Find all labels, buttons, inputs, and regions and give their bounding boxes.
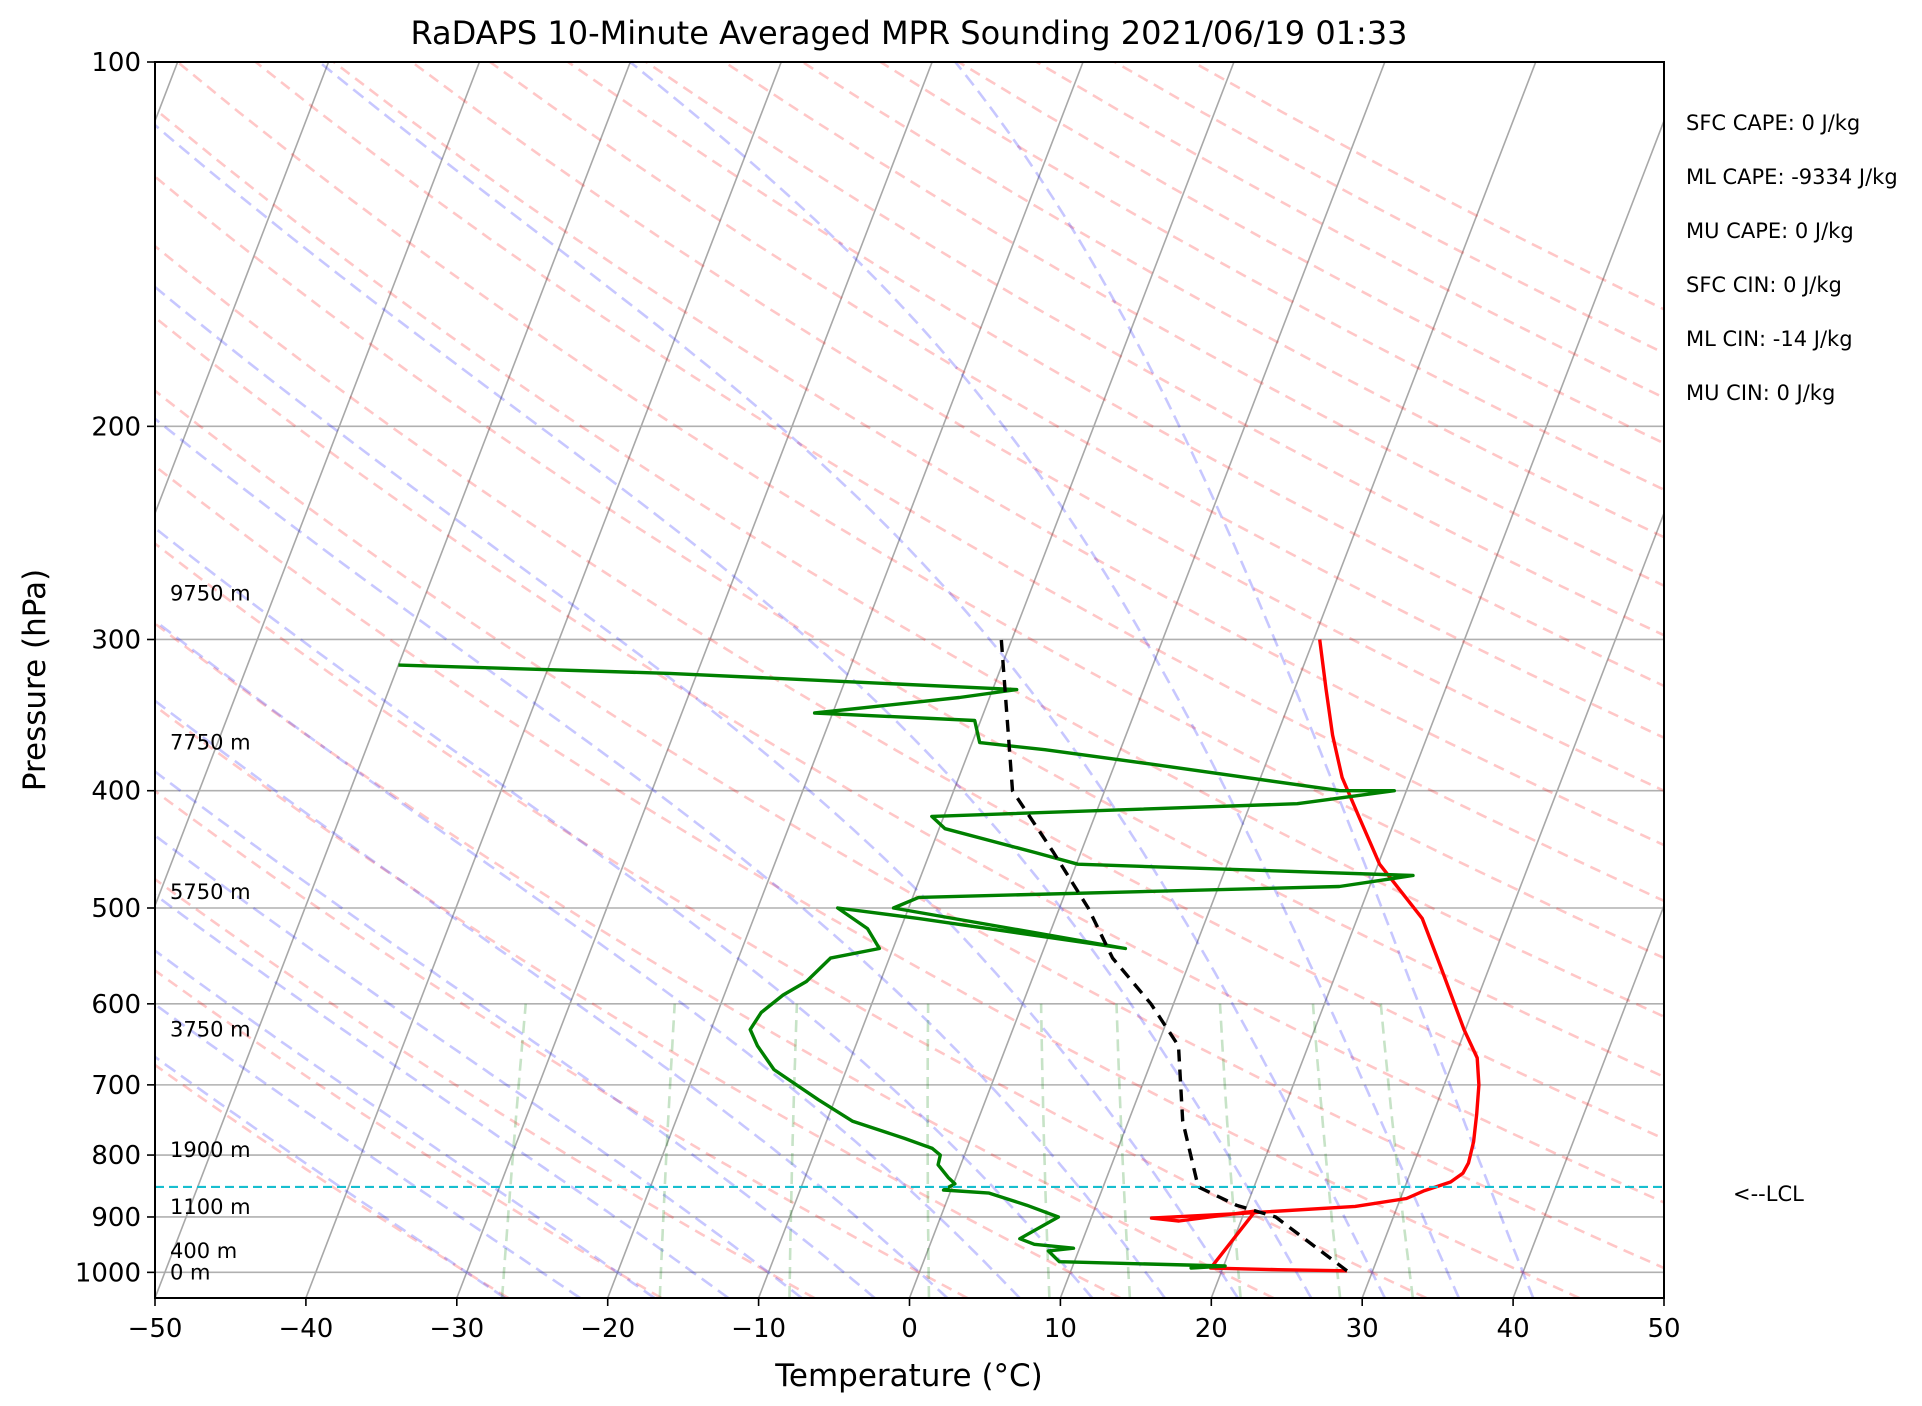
y-tick-label: 900 xyxy=(91,1203,141,1233)
chart-title: RaDAPS 10-Minute Averaged MPR Sounding 2… xyxy=(410,14,1407,52)
dry-adiabat xyxy=(155,315,1664,1204)
mixing-ratio-line xyxy=(1311,1003,1342,1298)
mixing-ratio-line xyxy=(1218,1003,1242,1298)
dry-adiabat xyxy=(489,62,1664,740)
dry-adiabat xyxy=(176,62,1664,960)
dry-adiabat xyxy=(155,968,663,1298)
x-tick-label: −20 xyxy=(580,1314,635,1344)
y-tick-label: 600 xyxy=(91,990,141,1020)
lcl-label: <--LCL xyxy=(1733,1182,1804,1206)
moist-adiabat xyxy=(155,526,1094,1298)
x-tick-label: 0 xyxy=(901,1314,918,1344)
temperature-trace xyxy=(1149,639,1481,1273)
isotherm-gridline xyxy=(155,62,632,1298)
y-tick-label: 800 xyxy=(91,1141,141,1171)
stability-index-label: MU CIN: 0 J/kg xyxy=(1686,381,1835,405)
y-tick-label: 400 xyxy=(91,777,141,807)
isotherm-gridline xyxy=(1361,511,1664,1298)
mixing-ratio-line xyxy=(926,1003,931,1298)
dry-adiabat xyxy=(723,62,1664,588)
dry-adiabat xyxy=(155,244,1664,1141)
mixing-ratio-line xyxy=(1039,1003,1051,1298)
moist-adiabat xyxy=(629,62,1461,1298)
mixing-ratio-line xyxy=(500,1003,527,1298)
moist-adiabat xyxy=(155,123,1313,1298)
isotherm-gridline xyxy=(1210,118,1664,1298)
x-tick-label: −40 xyxy=(278,1314,333,1344)
mixing-ratio-line xyxy=(1115,1003,1132,1298)
isotherm-gridline xyxy=(456,62,933,1298)
parcel-trace xyxy=(999,639,1349,1273)
moist-adiabat xyxy=(155,619,1021,1298)
dewpoint-trace xyxy=(398,663,1415,1270)
dry-adiabat xyxy=(155,464,1581,1298)
x-tick-label: −30 xyxy=(429,1314,484,1344)
mixing-ratio-line xyxy=(658,1003,676,1298)
isotherm-gridline xyxy=(155,62,481,908)
y-tick-label: 500 xyxy=(91,894,141,924)
stability-index-label: MU CAPE: 0 J/kg xyxy=(1686,219,1854,243)
height-label: 7750 m xyxy=(170,731,251,755)
moist-adiabat xyxy=(155,893,730,1298)
mixing-ratio-line xyxy=(788,1003,799,1298)
x-tick-label: −50 xyxy=(128,1314,183,1344)
x-tick-label: 20 xyxy=(1195,1314,1228,1344)
mixing-ratio-line xyxy=(1379,1003,1415,1298)
isotherm-gridline xyxy=(1059,62,1537,1298)
height-label: 400 m xyxy=(170,1239,237,1263)
moist-adiabat xyxy=(155,699,949,1298)
height-label: 0 m xyxy=(170,1260,211,1284)
y-tick-label: 200 xyxy=(91,412,141,442)
x-tick-label: −10 xyxy=(731,1314,786,1344)
stability-index-label: ML CIN: -14 J/kg xyxy=(1686,327,1853,351)
moist-adiabat xyxy=(155,833,803,1298)
dry-adiabat xyxy=(155,174,1664,1079)
y-axis-title: Pressure (hPa) xyxy=(17,569,53,791)
label-layer: <--LCL 9750 m 7750 m 5750 m 3750 m 1900 m 1100… xyxy=(170,111,1898,1284)
moist-adiabat xyxy=(155,949,656,1298)
height-label: 1900 m xyxy=(170,1138,251,1162)
height-label: 1100 m xyxy=(170,1195,251,1219)
height-label: 9750 m xyxy=(170,582,251,606)
y-tick-label: 100 xyxy=(91,48,141,78)
series-layer xyxy=(155,639,1664,1273)
x-tick-label: 30 xyxy=(1346,1314,1379,1344)
y-tick-label: 1000 xyxy=(75,1258,141,1288)
moist-adiabat xyxy=(954,62,1535,1298)
y-tick-label: 700 xyxy=(91,1071,141,1101)
isotherm-gridline xyxy=(155,62,330,516)
moist-adiabat xyxy=(155,769,876,1298)
tick-layer: −50 −40 −30 −20 −10 0 10 20 30 40 50 100 200 300 400 50… xyxy=(75,48,1681,1344)
isotherm-gridline xyxy=(305,62,782,1298)
isotherm-gridline xyxy=(908,62,1386,1298)
stability-index-label: SFC CIN: 0 J/kg xyxy=(1686,273,1842,297)
y-tick-label: 300 xyxy=(91,625,141,655)
height-label: 3750 m xyxy=(170,1017,251,1041)
moist-adiabat xyxy=(155,285,1239,1298)
x-tick-label: 50 xyxy=(1647,1314,1680,1344)
dry-adiabat xyxy=(567,62,1664,688)
stability-index-label: ML CAPE: -9334 J/kg xyxy=(1686,165,1898,189)
isotherm-gridline xyxy=(1512,903,1664,1298)
stability-index-label: SFC CAPE: 0 J/kg xyxy=(1686,111,1860,135)
grid-layer xyxy=(155,62,1664,1298)
isotherm-gridline xyxy=(757,62,1235,1298)
x-tick-label: 40 xyxy=(1497,1314,1530,1344)
background-lines xyxy=(155,62,1664,1298)
x-axis-title: Temperature (°C) xyxy=(774,1358,1043,1394)
dry-adiabat xyxy=(155,704,1121,1298)
x-tick-label: 10 xyxy=(1044,1314,1077,1344)
dry-adiabat xyxy=(333,62,1664,847)
dry-adiabat xyxy=(155,621,1275,1298)
height-label: 5750 m xyxy=(170,880,251,904)
moist-adiabat xyxy=(155,417,1166,1298)
